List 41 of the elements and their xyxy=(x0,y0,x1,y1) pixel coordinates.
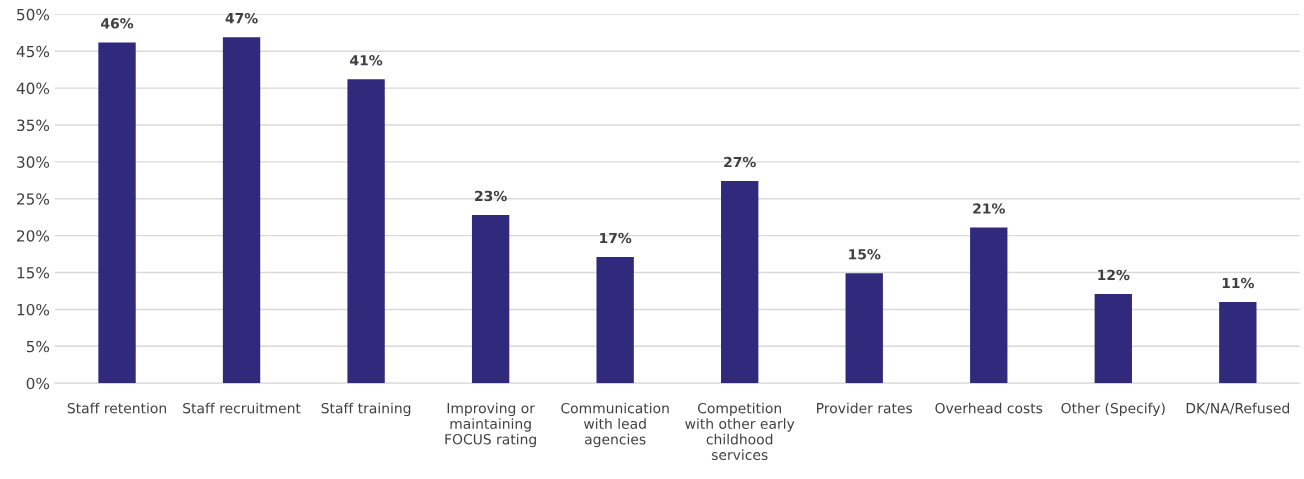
x-tick-label: Staff retention xyxy=(67,402,167,414)
bar xyxy=(471,215,510,384)
y-tick-label: 0% xyxy=(26,377,50,390)
y-tick-label: 40% xyxy=(16,82,50,95)
data-label: 11% xyxy=(1222,277,1254,289)
bar xyxy=(596,257,634,384)
data-label: 15% xyxy=(849,248,881,260)
x-tick-label: Other (Specify) xyxy=(1061,402,1165,417)
data-label: 23% xyxy=(475,190,507,202)
data-label: 47% xyxy=(225,12,258,24)
y-tick-label: 10% xyxy=(17,303,50,316)
bar xyxy=(347,79,385,384)
bar xyxy=(222,37,261,384)
data-label: 27% xyxy=(724,156,756,168)
x-tick-label: Provider rates xyxy=(817,402,913,414)
bar xyxy=(845,273,883,384)
y-tick-label: 30% xyxy=(17,156,50,168)
data-label: 12% xyxy=(1098,269,1130,281)
x-tick-label: Overhead costs xyxy=(935,402,1043,414)
bar xyxy=(1094,293,1132,384)
data-label: 21% xyxy=(973,203,1005,214)
bar xyxy=(970,227,1008,384)
bar xyxy=(1219,302,1257,384)
y-tick-label: 25% xyxy=(17,193,50,205)
y-tick-label: 50% xyxy=(17,8,50,21)
data-label: 46% xyxy=(101,18,134,29)
bar xyxy=(98,42,136,384)
x-tick-label: Improving or maintaining FOCUS rating xyxy=(445,402,536,448)
x-tick-label: Competition with other early childhood services xyxy=(685,402,795,461)
y-tick-label: 20% xyxy=(17,230,50,242)
data-label: 41% xyxy=(350,54,383,66)
bar xyxy=(721,181,759,384)
x-tick-label: Staff recruitment xyxy=(183,402,301,414)
y-tick-label: 15% xyxy=(17,267,50,279)
x-tick-label: DK/NA/Refused xyxy=(1186,402,1290,415)
y-tick-label: 45% xyxy=(16,45,50,58)
y-tick-label: 5% xyxy=(26,340,50,353)
data-label: 17% xyxy=(600,232,632,244)
x-tick-label: Staff training xyxy=(321,402,411,417)
x-tick-label: Communication with lead agencies xyxy=(561,402,669,448)
y-tick-label: 35% xyxy=(17,119,50,132)
